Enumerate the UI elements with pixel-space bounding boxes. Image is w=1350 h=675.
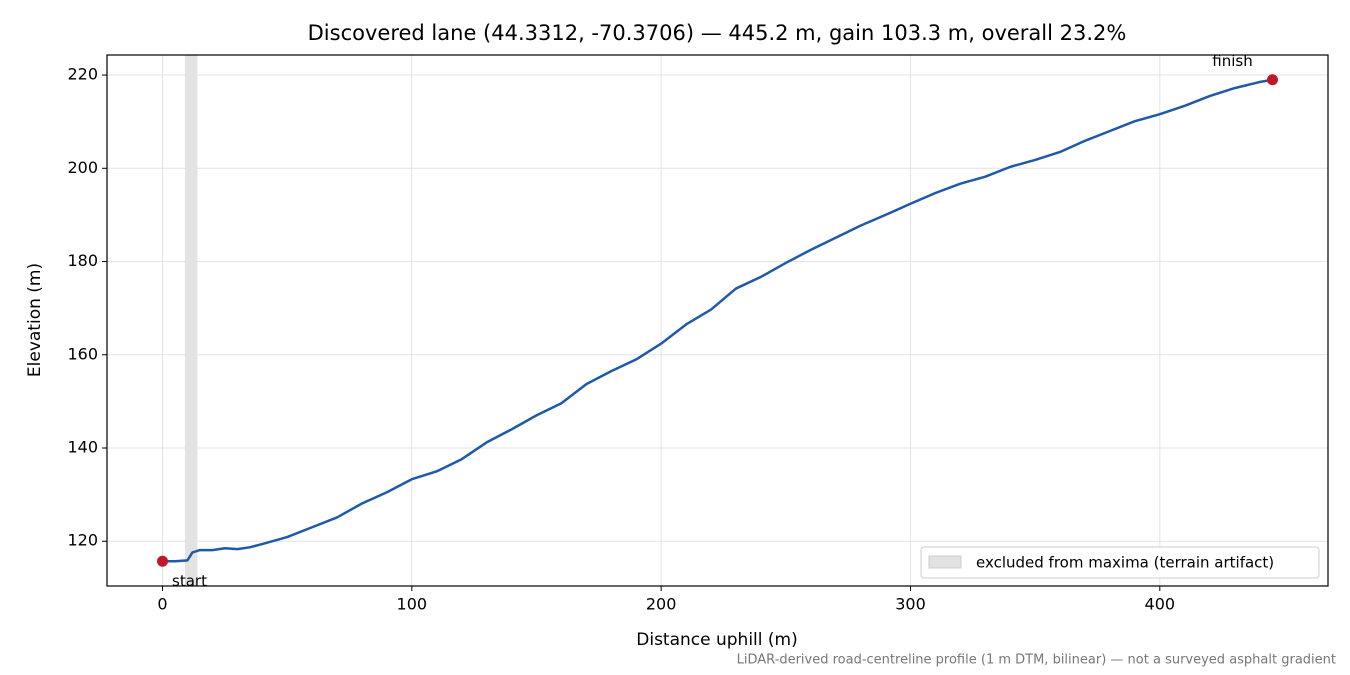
x-axis-label: Distance uphill (m) <box>636 630 797 650</box>
plot-frame <box>106 54 1329 587</box>
x-tick-label: 100 <box>397 595 428 614</box>
legend-box <box>920 546 1320 579</box>
x-tick-label: 400 <box>1145 595 1176 614</box>
legend-swatch <box>928 555 962 569</box>
endpoint-label: start <box>172 572 207 590</box>
elevation-line <box>162 78 1273 563</box>
y-tick-label: 180 <box>67 251 98 270</box>
chart-title: Discovered lane (44.3312, -70.3706) — 44… <box>308 21 1127 45</box>
footnote: LiDAR-derived road-centreline profile (1… <box>737 653 1336 668</box>
y-tick-label: 140 <box>67 438 98 457</box>
x-tick-label: 300 <box>895 595 926 614</box>
endpoint-marker <box>1267 74 1278 86</box>
endpoint-marker <box>157 555 168 567</box>
legend-label: excluded from maxima (terrain artifact) <box>976 554 1274 572</box>
excluded-span <box>184 55 198 586</box>
endpoint-label: finish <box>1212 52 1252 70</box>
y-axis-label: Elevation (m) <box>25 263 45 377</box>
x-tick-label: 0 <box>157 595 167 614</box>
y-tick-label: 200 <box>67 158 98 177</box>
y-tick-label: 160 <box>67 344 98 363</box>
y-tick-label: 120 <box>67 531 98 550</box>
x-tick-label: 200 <box>646 595 677 614</box>
y-tick-label: 220 <box>67 65 98 84</box>
